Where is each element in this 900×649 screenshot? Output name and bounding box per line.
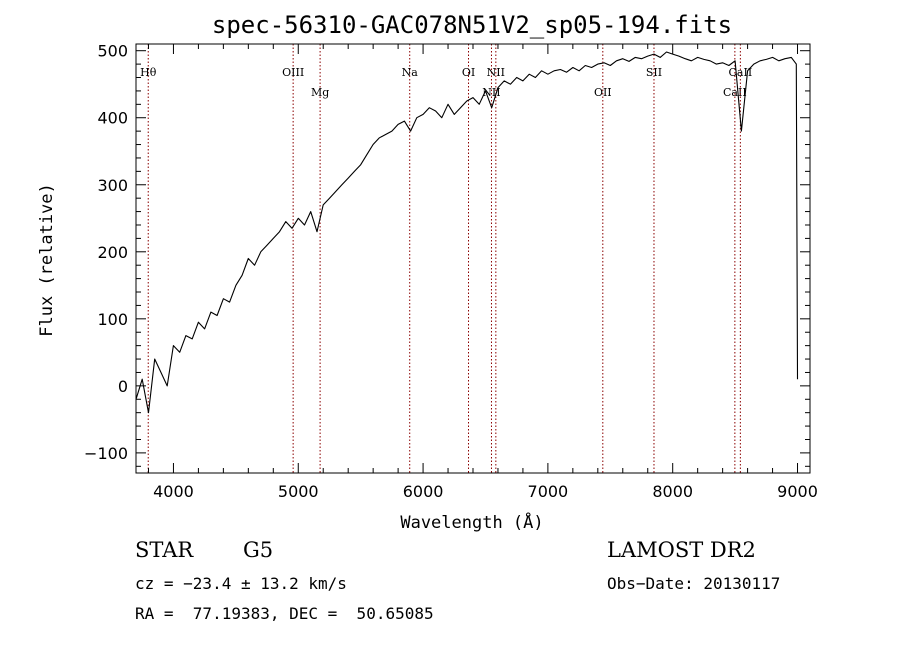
redshift-info: cz = −23.4 ± 13.2 km/s [135, 574, 347, 593]
spectral-line-label: OII [594, 86, 612, 99]
survey-name: LAMOST DR2 [607, 538, 756, 562]
coordinates: RA = 77.19383, DEC = 50.65085 [135, 604, 434, 623]
x-tick-label: 9000 [777, 482, 818, 501]
spectral-line-label: SII [646, 66, 662, 79]
y-tick-label: 200 [97, 243, 128, 262]
spectral-line-label: OI [462, 66, 475, 79]
spectral-line-label: Na [402, 66, 419, 79]
spectral-line-label: CaII [729, 66, 753, 79]
spectral-line-label: OIII [282, 66, 304, 79]
y-tick-label: −100 [84, 444, 128, 463]
object-subclass: G5 [243, 538, 274, 562]
spectral-line-label: CaII [723, 86, 747, 99]
x-tick-label: 8000 [652, 482, 693, 501]
x-tick-label: 4000 [153, 482, 194, 501]
y-tick-label: 100 [97, 310, 128, 329]
spectral-line-label: Hθ [140, 66, 157, 79]
x-axis-label: Wavelength (Å) [400, 511, 543, 533]
y-axis-label: Flux (relative) [37, 183, 57, 337]
object-class: STAR [135, 538, 194, 562]
spectral-line-label: Mg [311, 86, 329, 99]
y-tick-label: 500 [97, 42, 128, 61]
x-tick-label: 7000 [528, 482, 569, 501]
x-tick-label: 5000 [278, 482, 319, 501]
chart-title: spec-56310-GAC078N51V2_sp05-194.fits [212, 11, 732, 39]
y-tick-label: 0 [118, 377, 128, 396]
obs-date: Obs−Date: 20130117 [607, 574, 781, 593]
plot-frame [135, 43, 811, 474]
y-tick-label: 300 [97, 176, 128, 195]
x-tick-label: 6000 [403, 482, 444, 501]
spectral-line-label: NII [487, 66, 505, 79]
y-tick-label: 400 [97, 109, 128, 128]
flux-series-line [135, 51, 799, 414]
